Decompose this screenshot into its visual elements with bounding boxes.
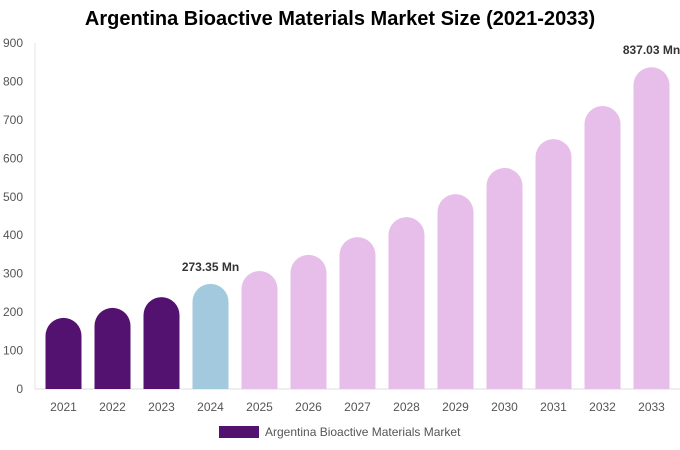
y-tick-label: 700	[3, 113, 23, 127]
data-label-2033: 837.03 Mn	[623, 43, 680, 57]
x-tick-label: 2030	[491, 400, 518, 414]
bar-2031	[535, 139, 572, 389]
bar-2027	[339, 237, 376, 389]
bar-2028	[388, 217, 425, 389]
legend-swatch	[219, 426, 259, 438]
y-tick-label: 400	[3, 228, 23, 242]
y-tick-label: 200	[3, 305, 23, 319]
bar-2022	[94, 307, 131, 389]
y-tick-label: 600	[3, 151, 23, 165]
x-tick-label: 2031	[540, 400, 567, 414]
chart-title: Argentina Bioactive Materials Market Siz…	[84, 8, 596, 30]
x-tick-label: 2024	[197, 400, 224, 414]
bar-2025	[241, 270, 278, 389]
x-tick-label: 2026	[295, 400, 322, 414]
x-tick-label: 2021	[50, 400, 77, 414]
bar-2026	[290, 254, 327, 389]
legend-label: Argentina Bioactive Materials Market	[265, 425, 461, 439]
bar-2029	[437, 194, 474, 389]
x-tick-label: 2022	[99, 400, 126, 414]
x-tick-label: 2029	[442, 400, 469, 414]
x-tick-label: 2033	[638, 400, 665, 414]
y-tick-label: 800	[3, 74, 23, 88]
x-tick-label: 2023	[148, 400, 175, 414]
bar-2023	[143, 297, 180, 389]
bar-2024	[192, 283, 229, 389]
legend: Argentina Bioactive Materials Market	[219, 425, 460, 439]
y-tick-label: 0	[16, 382, 23, 396]
y-tick-label: 500	[3, 190, 23, 204]
x-tick-label: 2025	[246, 400, 273, 414]
bar-2021	[45, 317, 82, 389]
y-tick-label: 100	[3, 344, 23, 358]
x-tick-label: 2027	[344, 400, 371, 414]
x-tick-label: 2028	[393, 400, 420, 414]
bar-2032	[584, 106, 621, 389]
y-tick-label: 900	[3, 36, 23, 50]
y-tick-label: 300	[3, 267, 23, 281]
x-tick-label: 2032	[589, 400, 616, 414]
bar-2033	[633, 67, 670, 389]
data-label-2024: 273.35 Mn	[182, 260, 239, 274]
bar-2030	[486, 167, 523, 389]
